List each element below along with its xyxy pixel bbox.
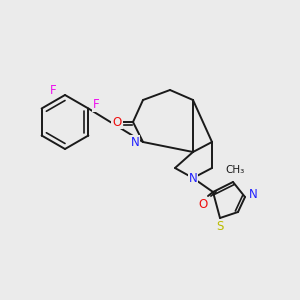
Text: N: N (130, 136, 140, 148)
Text: S: S (216, 220, 224, 232)
Text: N: N (249, 188, 257, 202)
Text: O: O (198, 197, 208, 211)
Text: O: O (112, 116, 122, 128)
Text: N: N (189, 172, 197, 184)
Text: CH₃: CH₃ (225, 165, 244, 175)
Text: F: F (50, 85, 56, 98)
Text: F: F (93, 98, 100, 111)
